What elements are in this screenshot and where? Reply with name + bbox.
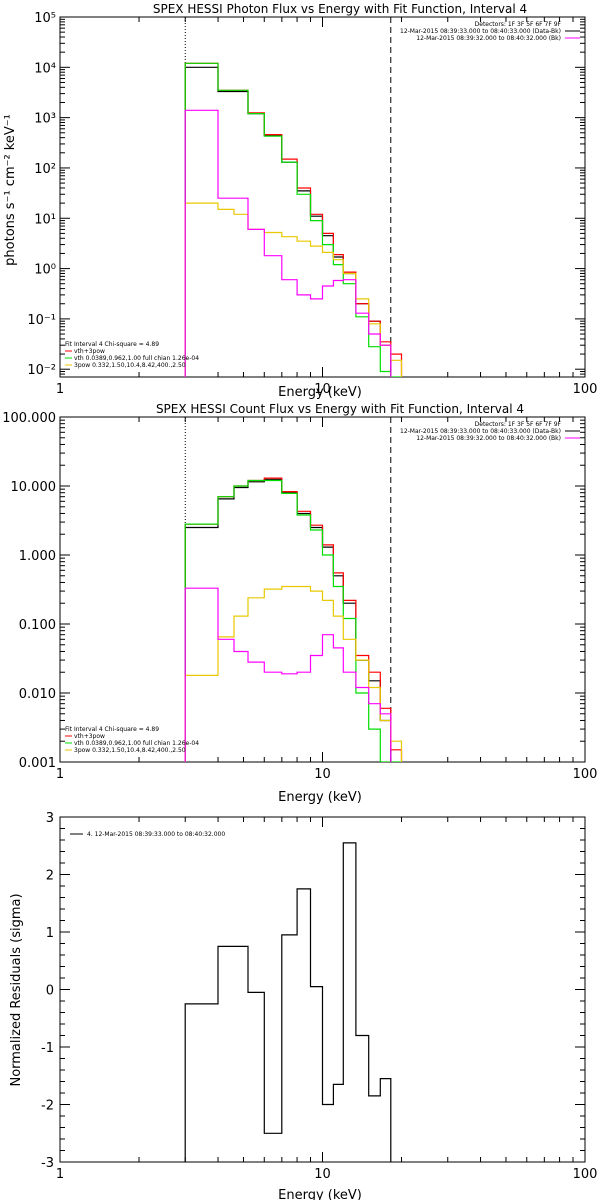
plot-frame xyxy=(59,16,586,378)
legend-entry: Fit Interval 4 Chi-square = 4.89 xyxy=(65,726,159,733)
y-tick-label: 10² xyxy=(34,162,56,177)
legend-entry: 4. 12-Mar-2015 08:39:33.000 to 08:40:32.… xyxy=(87,831,225,838)
y-tick-label: 10⁵ xyxy=(34,11,56,26)
series-bk xyxy=(184,109,392,377)
legend-entry: Fit Interval 4 Chi-square = 4.89 xyxy=(65,341,159,348)
y-axis-label: photons s⁻¹ cm⁻² keV⁻¹ xyxy=(3,114,18,266)
series-group xyxy=(184,62,403,377)
y-tick-label: 1 xyxy=(46,926,54,941)
plot-frame xyxy=(59,416,586,763)
series-data-bk xyxy=(184,66,392,377)
y-tick-label: 3 xyxy=(46,811,54,826)
legend-entry: Detectors: 1F 3F 5F 6F 7F 9F xyxy=(475,421,562,428)
photon-flux-panel: SPEX HESSI Photon Flux vs Energy with Fi… xyxy=(3,2,597,400)
x-tick-label: 10 xyxy=(314,767,331,782)
legend-entry: 3pow 0.332,1.50,10.4,8.42,400.,2.50 xyxy=(74,362,186,369)
series-bk xyxy=(184,587,392,762)
y-tick-label: -2 xyxy=(41,1099,54,1114)
x-tick-label: 1 xyxy=(56,382,64,397)
legend-entry: 12-Mar-2015 08:39:33.000 to 08:40:33.000… xyxy=(400,28,561,35)
panel-title: SPEX HESSI Photon Flux vs Energy with Fi… xyxy=(153,2,527,16)
x-axis-label: Energy (keV) xyxy=(278,790,362,805)
y-tick-label: 10⁴ xyxy=(34,61,56,76)
series-group xyxy=(184,477,403,762)
y-tick-label: 10³ xyxy=(34,112,56,127)
legend-entry: 12-Mar-2015 08:39:32.000 to 08:40:32.000… xyxy=(416,435,561,442)
y-tick-label: 0.100 xyxy=(19,618,56,633)
x-tick-label: 100 xyxy=(573,1167,598,1182)
series-3pow xyxy=(184,585,403,762)
series-residuals xyxy=(184,842,392,1162)
x-axis-label: Energy (keV) xyxy=(278,385,362,400)
count-flux-panel: SPEX HESSI Count Flux vs Energy with Fit… xyxy=(2,402,597,805)
residuals-panel: Energy (keV) Normalized Residuals (sigma… xyxy=(9,811,597,1200)
y-tick-label: 1.000 xyxy=(19,549,56,564)
legend-entry: vth 0.0389,0.962,1.00 full chian 1.26e-0… xyxy=(74,740,199,747)
series-group xyxy=(184,842,392,1162)
x-tick-label: 1 xyxy=(56,767,64,782)
legend-entry: 12-Mar-2015 08:39:32.000 to 08:40:32.000… xyxy=(416,35,561,42)
x-tick-label: 100 xyxy=(573,382,598,397)
legend-entry: 12-Mar-2015 08:39:33.000 to 08:40:33.000… xyxy=(400,428,561,435)
legend-entry: Detectors: 1F 3F 5F 6F 7F 9F xyxy=(475,21,562,28)
y-tick-label: 10.000 xyxy=(11,480,57,495)
panel-title: SPEX HESSI Count Flux vs Energy with Fit… xyxy=(156,402,524,416)
y-tick-label: 2 xyxy=(46,869,54,884)
x-tick-label: 1 xyxy=(56,1167,64,1182)
series-3pow xyxy=(184,202,403,377)
x-tick-label: 10 xyxy=(314,382,331,397)
legend-entry: vth+3pow xyxy=(74,733,105,740)
x-tick-label: 100 xyxy=(573,767,598,782)
y-tick-label: 10⁻² xyxy=(27,363,56,378)
series-vth xyxy=(184,62,402,377)
y-tick-label: 10¹ xyxy=(34,212,56,227)
y-tick-label: -1 xyxy=(41,1041,54,1056)
x-axis-label: Energy (keV) xyxy=(278,1188,362,1200)
y-axis-label: Normalized Residuals (sigma) xyxy=(9,893,24,1086)
y-tick-label: 0.001 xyxy=(19,756,56,771)
y-tick-label: 10⁰ xyxy=(34,263,56,278)
y-tick-label: 0 xyxy=(46,984,54,999)
legend-entry: vth 0.0389,0.962,1.00 full chian 1.26e-0… xyxy=(74,355,199,362)
legend-entry: vth+3pow xyxy=(74,348,105,355)
legend-entry: 3pow 0.332,1.50,10.4,8.42,400.,2.50 xyxy=(74,747,186,754)
series-data-bk xyxy=(184,478,392,762)
x-tick-label: 10 xyxy=(314,1167,331,1182)
y-tick-label: -3 xyxy=(41,1156,54,1171)
y-tick-label: 10⁻¹ xyxy=(27,313,56,328)
y-tick-label: 0.010 xyxy=(19,687,56,702)
y-tick-label: 100.000 xyxy=(2,411,56,426)
